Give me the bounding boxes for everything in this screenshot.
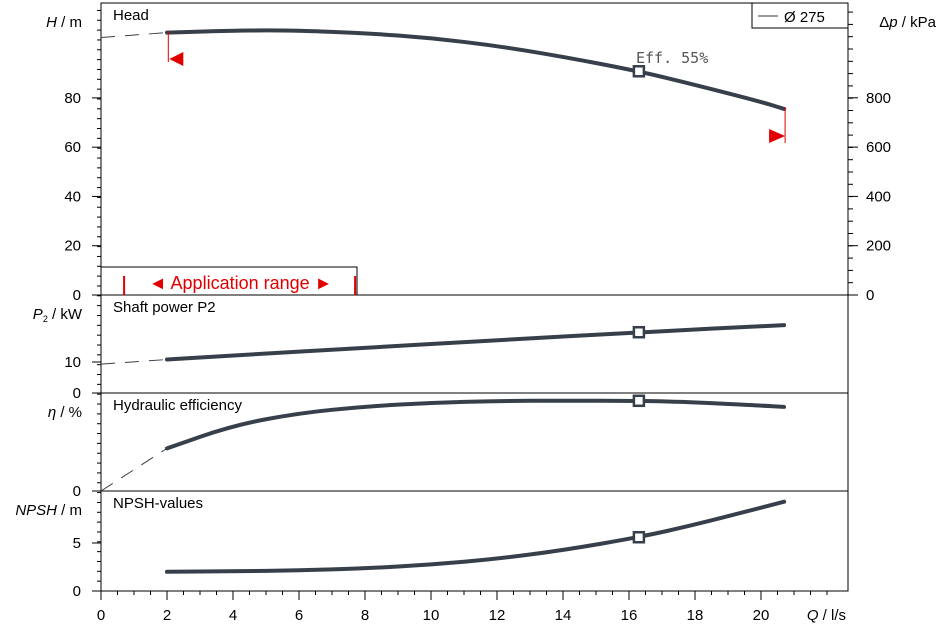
x-axis-title: Q / l/s — [807, 607, 846, 624]
y-tick-label: 0 — [73, 385, 81, 402]
y-tick-label: 40 — [64, 188, 81, 205]
y-tick-label: 5 — [73, 535, 81, 552]
curve-extension-dashed — [100, 32, 168, 39]
panel-title: NPSH-values — [113, 495, 203, 512]
x-tick-label: 10 — [423, 607, 440, 624]
y-tick-label: 10 — [64, 354, 81, 371]
y-tick-label: 80 — [64, 90, 81, 107]
y-tick-label: 0 — [73, 483, 81, 500]
plot-frame-border — [100, 2, 849, 592]
duty-point-marker — [632, 530, 646, 544]
x-tick-label: 4 — [229, 607, 237, 624]
x-tick-label: 6 — [295, 607, 303, 624]
plot-frame — [92, 2, 858, 600]
x-tick-label: 0 — [97, 607, 105, 624]
x-tick-label: 14 — [555, 607, 572, 624]
y-axis-title: η / % — [48, 404, 82, 421]
x-tick-label: 20 — [753, 607, 770, 624]
efficiency-label: Eff. 55% — [636, 49, 708, 67]
application-range-label: ◄ Application range ► — [149, 273, 333, 293]
x-tick-label: 16 — [621, 607, 638, 624]
curves — [100, 28, 787, 574]
x-tick-label: 2 — [163, 607, 171, 624]
y2-tick-label: 200 — [866, 238, 891, 255]
min-flow-arrow — [169, 52, 184, 66]
curve-extension-dashed — [100, 447, 168, 492]
y2-tick-label: 400 — [866, 188, 891, 205]
y2-axis-title: Δp / kPa — [879, 14, 936, 31]
y2-tick-label: 0 — [866, 287, 874, 304]
series-curve — [165, 499, 787, 574]
y2-tick-label: 800 — [866, 90, 891, 107]
y-tick-label: 0 — [73, 287, 81, 304]
y-tick-label: 60 — [64, 139, 81, 156]
duty-point-marker — [632, 394, 646, 408]
application-range-box — [100, 266, 358, 296]
y-tick-label: 0 — [73, 583, 81, 600]
duty-point-marker — [632, 65, 646, 78]
panel-title: Head — [113, 7, 149, 24]
x-tick-label: 18 — [687, 607, 704, 624]
y-axis-title: NPSH / m — [15, 502, 82, 519]
y-axis-title: P2 / kW — [33, 306, 83, 324]
max-flow-arrow — [769, 129, 786, 143]
duty-point-marker — [632, 325, 646, 339]
series-curve — [165, 398, 787, 451]
labels: 0 2 4 6 8 10 12 14 16 18 20 Q / l/s 0 20 40 60 80 H / m He… — [15, 2, 937, 624]
legend-label: Ø 275 — [784, 9, 825, 26]
series-curve — [165, 323, 787, 362]
y-axis-title: H / m — [46, 14, 82, 31]
series-curve — [165, 28, 787, 111]
y-tick-label: 20 — [64, 238, 81, 255]
curve-extension-dashed — [100, 359, 168, 365]
x-tick-label: 12 — [489, 607, 506, 624]
panel-title: Shaft power P2 — [113, 299, 216, 316]
x-tick-label: 8 — [361, 607, 369, 624]
y2-tick-label: 600 — [866, 139, 891, 156]
panel-title: Hydraulic efficiency — [113, 397, 242, 414]
